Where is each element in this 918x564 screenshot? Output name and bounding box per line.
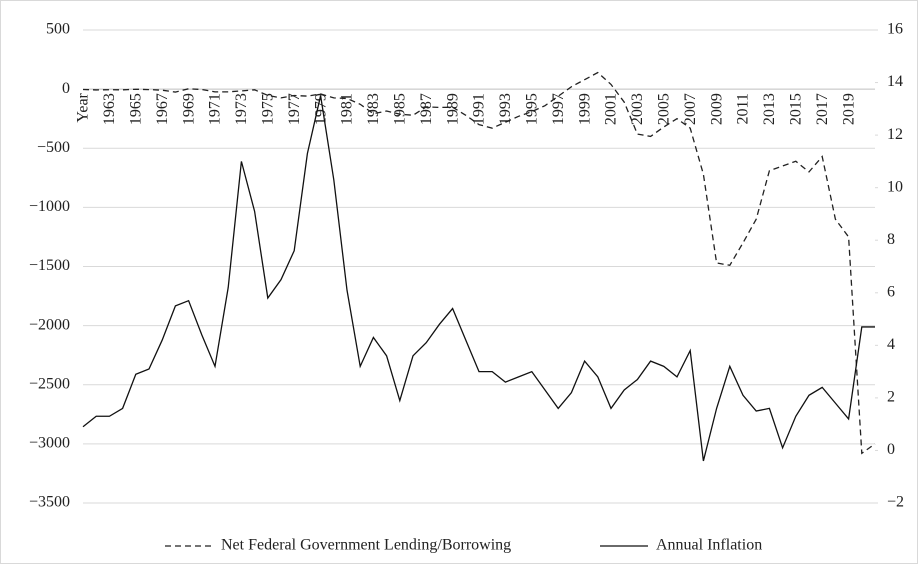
x-tick-label: 2009 [708,93,725,125]
x-tick-label: 1975 [259,93,276,125]
y-tick-label: −3500 [29,494,70,511]
y2-tick-label: 14 [887,73,903,90]
y2-tick-label: 4 [887,336,895,353]
y-tick-label: 500 [46,21,70,38]
x-tick-label: Year [75,92,92,122]
y-tick-label: −1000 [29,198,70,215]
x-tick-label: 2003 [629,93,646,125]
x-tick-label: 1989 [444,93,461,125]
x-tick-label: 1977 [286,93,303,125]
y2-tick-label: 6 [887,283,895,300]
x-tick-label: 2013 [761,93,778,125]
x-tick-label: 2007 [682,93,699,125]
legend-label: Net Federal Government Lending/Borrowing [221,537,511,554]
x-tick-label: 1991 [471,93,488,125]
x-tick-label: 1999 [576,93,593,125]
x-tick-label: 1983 [365,93,382,125]
x-tick-label: 1987 [418,93,435,125]
x-tick-label: 2019 [840,93,857,125]
y2-tick-label: 8 [887,231,895,248]
x-tick-label: 2001 [603,93,620,125]
y-tick-label: −2000 [29,316,70,333]
y2-tick-label: 2 [887,389,895,406]
x-tick-label: 1965 [127,93,144,125]
x-tick-label: 1995 [523,93,540,125]
x-tick-label: 1981 [339,93,356,125]
x-tick-label: 1969 [180,93,197,125]
y2-tick-label: 16 [887,21,903,38]
series-line [82,71,876,455]
x-tick-label: 1979 [312,93,329,125]
y-tick-label: −2500 [29,375,70,392]
y-tick-label: 0 [62,80,70,97]
x-tick-label: 1973 [233,93,250,125]
y-tick-label: −1500 [29,257,70,274]
y2-tick-label: −2 [887,494,904,511]
y-tick-label: −3000 [29,435,70,452]
series-line [82,95,875,462]
x-tick-label: 1963 [101,93,118,125]
x-tick-label: 1993 [497,93,514,125]
x-tick-label: 1971 [207,93,224,125]
y2-tick-label: 12 [887,126,903,143]
x-tick-label: 1967 [154,93,171,125]
x-tick-label: 1985 [391,93,408,125]
x-tick-label: 2015 [787,93,804,125]
x-tick-label: 2017 [814,93,831,125]
y2-tick-label: 10 [887,178,903,195]
y2-tick-label: 0 [887,441,895,458]
x-tick-label: 1997 [550,93,567,125]
x-tick-label: 2005 [655,93,672,125]
legend-label: Annual Inflation [656,537,762,554]
y-tick-label: −500 [37,139,70,156]
x-tick-label: 2011 [735,93,752,124]
